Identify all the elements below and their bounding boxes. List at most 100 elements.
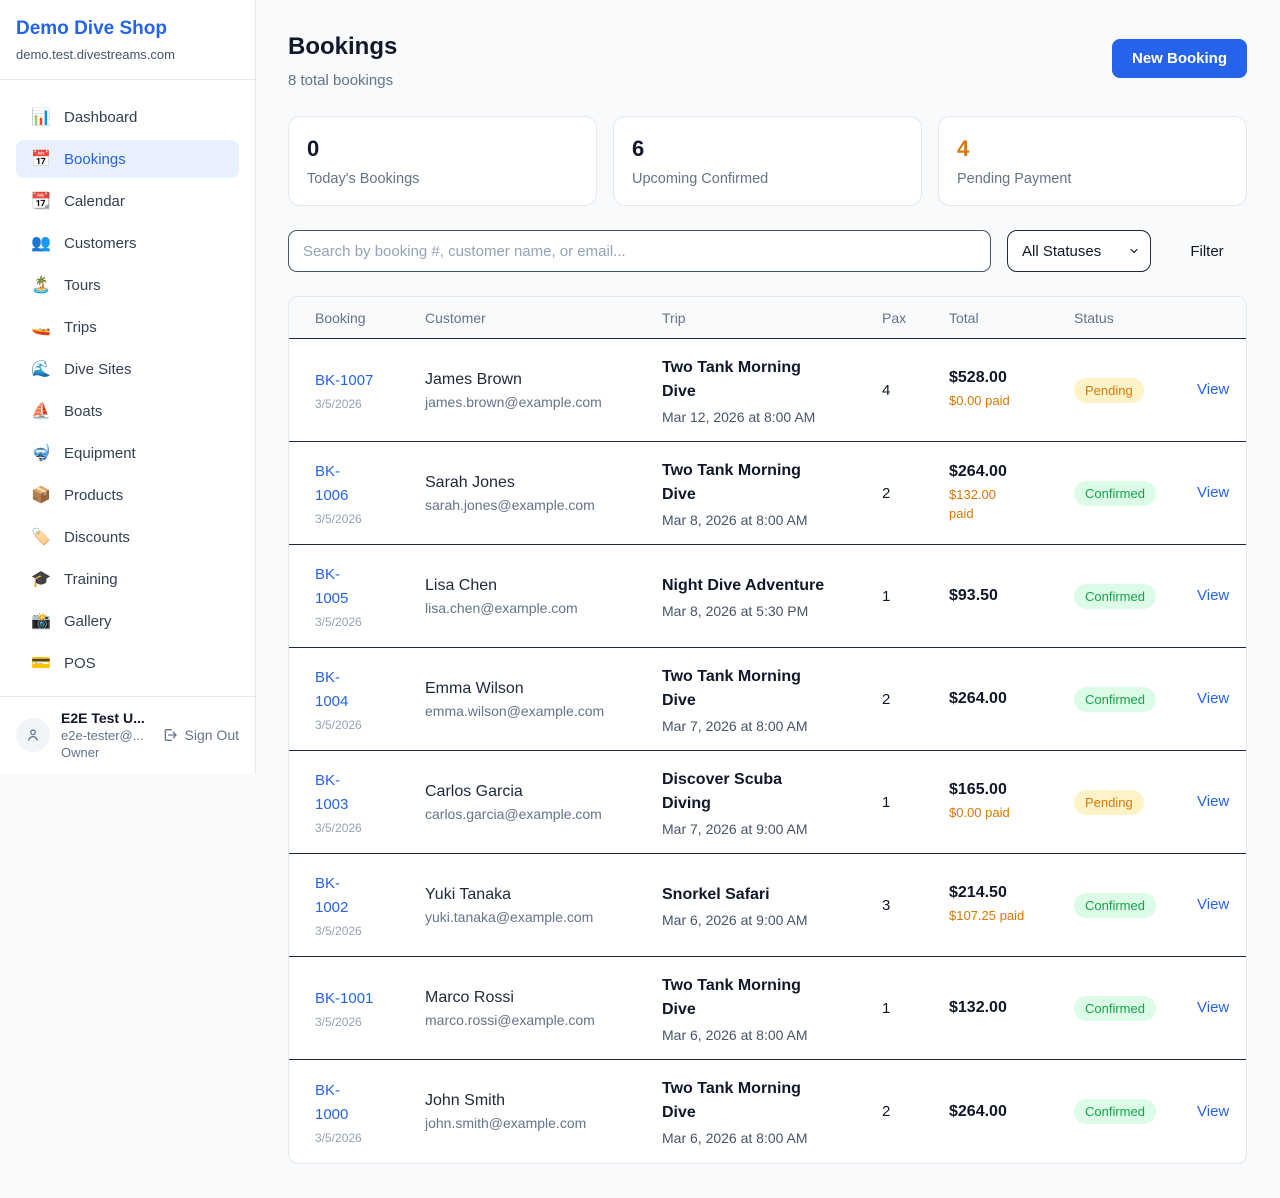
status-cell: Confirmed	[1074, 686, 1197, 712]
sidebar-item-pos[interactable]: 💳 POS	[16, 644, 239, 682]
view-link[interactable]: View	[1197, 896, 1230, 913]
status-badge: Confirmed	[1074, 686, 1156, 712]
sidebar-item-gallery[interactable]: 📸 Gallery	[16, 602, 239, 640]
paid-amount: $0.00 paid	[949, 393, 1010, 409]
booking-number-link[interactable]: BK- 1006	[315, 463, 349, 504]
sidebar-item-dive-sites[interactable]: 🌊 Dive Sites	[16, 350, 239, 388]
sailboat-icon: ⛵	[31, 403, 51, 420]
new-booking-button[interactable]: New Booking	[1111, 39, 1247, 78]
column-header-customer: Customer	[425, 309, 486, 326]
booking-number-link[interactable]: BK- 1002	[315, 875, 349, 916]
status-cell: Pending	[1074, 789, 1197, 815]
trip-datetime: Mar 8, 2026 at 8:00 AM	[662, 511, 808, 528]
view-link[interactable]: View	[1197, 999, 1230, 1016]
view-link[interactable]: View	[1197, 793, 1230, 810]
diving-mask-icon: 🤿	[31, 445, 51, 462]
pax-value: 2	[882, 1103, 891, 1120]
total-amount: $165.00	[949, 781, 1007, 799]
label-tag-icon: 🏷️	[31, 529, 51, 546]
sidebar-item-calendar[interactable]: 📆 Calendar	[16, 182, 239, 220]
sidebar-item-products[interactable]: 📦 Products	[16, 476, 239, 514]
booking-number-link[interactable]: BK- 1004	[315, 669, 349, 710]
sidebar-item-discounts[interactable]: 🏷️ Discounts	[16, 518, 239, 556]
sidebar-item-dashboard[interactable]: 📊 Dashboard	[16, 98, 239, 136]
user-role: Owner	[61, 745, 100, 760]
view-link[interactable]: View	[1197, 484, 1230, 501]
status-cell: Pending	[1074, 377, 1197, 403]
paid-amount: $107.25 paid	[949, 908, 1025, 924]
trip-name: Discover Scuba Diving	[662, 770, 783, 812]
stat-label: Pending Payment	[957, 171, 1072, 187]
booking-number-link[interactable]: BK- 1000	[315, 1081, 349, 1123]
stat-value: 6	[632, 136, 645, 161]
customer-cell: Marco Rossi marco.rossi@example.com	[425, 989, 662, 1028]
sidebar-item-training[interactable]: 🎓 Training	[16, 560, 239, 598]
main-content: Bookings 8 total bookings New Booking 0 …	[256, 0, 1280, 1198]
sidebar-item-boats[interactable]: ⛵ Boats	[16, 392, 239, 430]
trip-datetime: Mar 7, 2026 at 8:00 AM	[662, 717, 808, 734]
status-select[interactable]: All Statuses	[1007, 230, 1151, 272]
view-link[interactable]: View	[1197, 1102, 1230, 1120]
sidebar-header: Demo Dive Shop demo.test.divestreams.com	[0, 0, 255, 80]
user-info: E2E Test U... e2e-tester@... Owner	[61, 710, 151, 760]
view-link[interactable]: View	[1197, 690, 1230, 707]
customer-email: emma.wilson@example.com	[425, 702, 605, 719]
people-icon: 👥	[31, 235, 51, 252]
sidebar-item-trips[interactable]: 🚤 Trips	[16, 308, 239, 346]
stats-row: 0 Today's Bookings 6 Upcoming Confirmed …	[288, 116, 1247, 206]
sidebar-item-bookings[interactable]: 📅 Bookings	[16, 140, 239, 178]
view-link[interactable]: View	[1197, 381, 1230, 398]
column-header-pax: Pax	[882, 309, 907, 326]
brand-domain: demo.test.divestreams.com	[16, 47, 175, 62]
table-row: BK- 1005 3/5/2026 Lisa Chen lisa.chen@ex…	[289, 545, 1246, 648]
customer-name: Lisa Chen	[425, 576, 498, 594]
trip-datetime: Mar 8, 2026 at 5:30 PM	[662, 602, 809, 619]
trip-cell: Two Tank Morning Dive Mar 12, 2026 at 8:…	[662, 356, 882, 425]
customer-email: yuki.tanaka@example.com	[425, 908, 594, 925]
customer-email: sarah.jones@example.com	[425, 496, 595, 513]
booking-cell: BK-1001 3/5/2026	[315, 987, 425, 1029]
sidebar-item-label: Products	[64, 486, 124, 504]
status-badge: Pending	[1074, 377, 1144, 403]
booking-number-link[interactable]: BK-1001	[315, 990, 374, 1007]
page-subtitle: 8 total bookings	[288, 72, 394, 89]
brand-name: Demo Dive Shop	[16, 18, 167, 39]
customer-name: Marco Rossi	[425, 988, 514, 1006]
customer-email: carlos.garcia@example.com	[425, 805, 602, 822]
customer-cell: Carlos Garcia carlos.garcia@example.com	[425, 783, 662, 822]
sidebar-item-customers[interactable]: 👥 Customers	[16, 224, 239, 262]
total-cell: $264.00	[949, 1103, 1074, 1121]
booking-cell: BK- 1000 3/5/2026	[315, 1079, 425, 1145]
filter-button[interactable]: Filter	[1167, 243, 1247, 260]
actions-cell: View	[1197, 484, 1229, 502]
bookings-table: Booking Customer Trip Pax Total Status B…	[288, 296, 1247, 1164]
sidebar-footer: E2E Test U... e2e-tester@... Owner Sign …	[0, 696, 255, 774]
trip-cell: Snorkel Safari Mar 6, 2026 at 9:00 AM	[662, 883, 882, 928]
sidebar-item-tours[interactable]: 🏝️ Tours	[16, 266, 239, 304]
customer-cell: Sarah Jones sarah.jones@example.com	[425, 474, 662, 513]
trip-cell: Two Tank Morning Dive Mar 7, 2026 at 8:0…	[662, 665, 882, 734]
booking-cell: BK- 1006 3/5/2026	[315, 460, 425, 526]
sidebar-item-equipment[interactable]: 🤿 Equipment	[16, 434, 239, 472]
pax-value: 1	[882, 587, 891, 605]
customer-name: Emma Wilson	[425, 679, 524, 697]
sign-out-button[interactable]: Sign Out	[162, 727, 239, 743]
view-link[interactable]: View	[1197, 587, 1230, 604]
sidebar-item-label: Boats	[64, 402, 103, 420]
booking-date: 3/5/2026	[315, 1015, 362, 1029]
booking-cell: BK- 1002 3/5/2026	[315, 872, 425, 938]
sidebar-item-label: Gallery	[64, 612, 112, 630]
search-input[interactable]	[288, 230, 991, 272]
trip-name: Two Tank Morning Dive	[662, 358, 801, 400]
status-badge: Confirmed	[1074, 995, 1156, 1021]
actions-cell: View	[1197, 793, 1229, 811]
actions-cell: View	[1197, 999, 1229, 1017]
trip-cell: Two Tank Morning Dive Mar 8, 2026 at 8:0…	[662, 459, 882, 528]
booking-number-link[interactable]: BK- 1003	[315, 772, 349, 813]
booking-number-link[interactable]: BK-1007	[315, 372, 374, 389]
page-header: Bookings 8 total bookings New Booking	[288, 33, 1247, 89]
paid-amount: $132.00 paid	[949, 486, 996, 521]
trip-name: Two Tank Morning Dive	[662, 667, 801, 709]
booking-number-link[interactable]: BK- 1005	[315, 566, 349, 607]
